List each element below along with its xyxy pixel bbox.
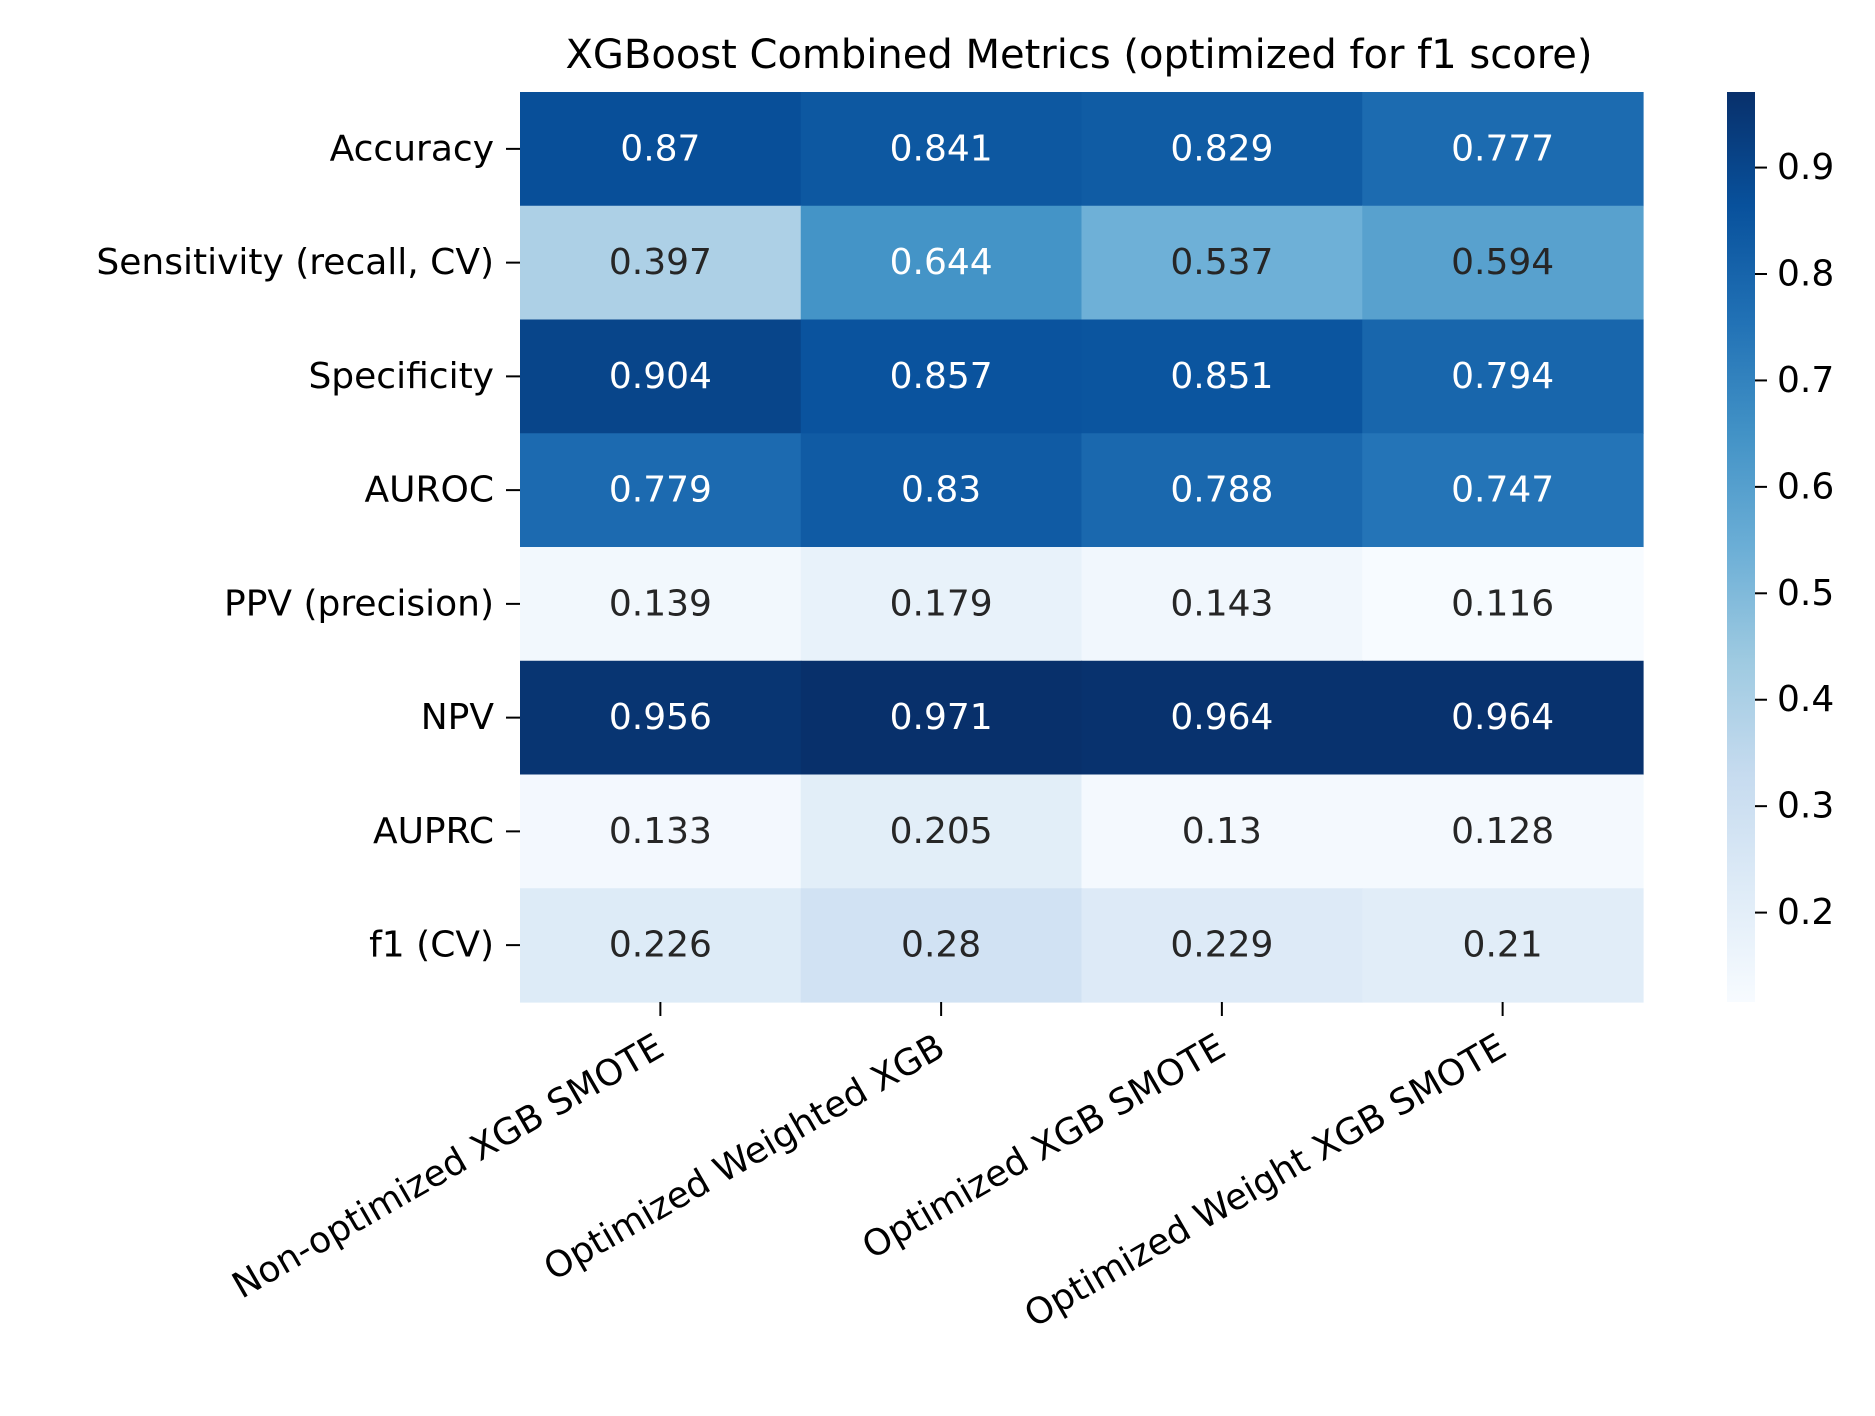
cell-value-label: 0.644 bbox=[890, 242, 993, 283]
colorbar-tick-label: 0.9 bbox=[1777, 147, 1834, 188]
cell-value-label: 0.83 bbox=[901, 470, 981, 511]
colorbar-tick-label: 0.5 bbox=[1777, 573, 1834, 614]
cell-value-label: 0.139 bbox=[609, 583, 712, 624]
heatmap-cell bbox=[1081, 547, 1363, 662]
heatmap-cells: 0.87 0.841 0.829 0.777 0.397 0.644 0.537 0.594 0… bbox=[520, 92, 1644, 1003]
heatmap-cell bbox=[520, 547, 802, 662]
row-label: Sensitivity (recall, CV) bbox=[96, 242, 494, 283]
colorbar-gradient bbox=[1727, 92, 1755, 1002]
cell-value-label: 0.21 bbox=[1463, 925, 1543, 966]
heatmap-cell bbox=[520, 319, 802, 434]
cell-value-label: 0.229 bbox=[1170, 925, 1273, 966]
cell-value-label: 0.128 bbox=[1451, 811, 1554, 852]
heatmap-cell bbox=[800, 319, 1083, 434]
cell-value-label: 0.537 bbox=[1170, 242, 1273, 283]
cell-value-label: 0.779 bbox=[609, 470, 712, 511]
row-label: Accuracy bbox=[330, 128, 494, 169]
colorbar-tick-label: 0.3 bbox=[1777, 786, 1834, 827]
heatmap-cell bbox=[520, 92, 802, 207]
row-label: f1 (CV) bbox=[369, 925, 494, 966]
cell-value-label: 0.904 bbox=[609, 356, 712, 397]
heatmap-cell bbox=[800, 660, 1083, 776]
heatmap-cell bbox=[800, 888, 1083, 1003]
cell-value-label: 0.841 bbox=[890, 128, 993, 169]
cell-value-label: 0.133 bbox=[609, 811, 712, 852]
heatmap-cell bbox=[800, 433, 1083, 548]
cell-value-label: 0.143 bbox=[1170, 583, 1273, 624]
row-label: AUPRC bbox=[373, 811, 494, 852]
cell-value-label: 0.116 bbox=[1451, 583, 1554, 624]
heatmap-cell bbox=[1081, 319, 1363, 434]
row-label: Specificity bbox=[308, 356, 494, 397]
cell-value-label: 0.794 bbox=[1451, 356, 1554, 397]
heatmap-cell bbox=[520, 433, 802, 548]
colorbar-tick-label: 0.8 bbox=[1777, 254, 1834, 295]
heatmap-cell bbox=[800, 547, 1083, 662]
cell-value-label: 0.851 bbox=[1170, 356, 1273, 397]
cell-value-label: 0.964 bbox=[1451, 697, 1554, 738]
cell-value-label: 0.594 bbox=[1451, 242, 1554, 283]
heatmap-cell bbox=[1081, 92, 1363, 207]
colorbar-tick-label: 0.4 bbox=[1777, 679, 1834, 720]
colorbar: 0.2 0.3 0.4 0.5 0.6 0.7 0.8 0.9 bbox=[1727, 92, 1834, 1002]
heatmap-cell bbox=[800, 774, 1083, 889]
heatmap-cell bbox=[1362, 888, 1644, 1003]
heatmap-cell bbox=[1081, 205, 1363, 321]
heatmap-cell bbox=[800, 92, 1083, 207]
heatmap-cell bbox=[1362, 660, 1644, 776]
cell-value-label: 0.777 bbox=[1451, 128, 1554, 169]
heatmap-cell bbox=[1081, 660, 1363, 776]
heatmap-cell bbox=[1081, 433, 1363, 548]
heatmap-cell bbox=[520, 660, 802, 776]
chart-title: XGBoost Combined Metrics (optimized for … bbox=[566, 32, 1593, 78]
column-label: Optimized Weight XGB SMOTE bbox=[1018, 1026, 1513, 1336]
heatmap-cell bbox=[520, 205, 802, 321]
colorbar-tick-label: 0.2 bbox=[1777, 892, 1834, 933]
cell-value-label: 0.971 bbox=[890, 697, 993, 738]
heatmap-cell bbox=[1081, 888, 1363, 1003]
colorbar-tick-label: 0.6 bbox=[1777, 466, 1834, 507]
colorbar-tick-label: 0.7 bbox=[1777, 360, 1834, 401]
cell-value-label: 0.87 bbox=[620, 128, 700, 169]
heatmap-cell bbox=[520, 774, 802, 889]
heatmap-cell bbox=[1362, 205, 1644, 321]
row-label: AUROC bbox=[365, 470, 494, 511]
heatmap-cell bbox=[1081, 774, 1363, 889]
cell-value-label: 0.205 bbox=[890, 811, 993, 852]
cell-value-label: 0.179 bbox=[890, 583, 993, 624]
heatmap-cell bbox=[520, 888, 802, 1003]
cell-value-label: 0.788 bbox=[1170, 470, 1273, 511]
heatmap-cell bbox=[1362, 319, 1644, 434]
column-label: Non-optimized XGB SMOTE bbox=[226, 1026, 671, 1307]
cell-value-label: 0.956 bbox=[609, 697, 712, 738]
heatmap-cell bbox=[800, 205, 1083, 321]
cell-value-label: 0.28 bbox=[901, 925, 981, 966]
cell-value-label: 0.397 bbox=[609, 242, 712, 283]
heatmap-cell bbox=[1362, 433, 1644, 548]
row-labels: Accuracy Sensitivity (recall, CV) Specific… bbox=[96, 128, 520, 966]
row-label: NPV bbox=[421, 697, 495, 738]
cell-value-label: 0.747 bbox=[1451, 470, 1554, 511]
heatmap-cell bbox=[1362, 774, 1644, 889]
heatmap-cell bbox=[1362, 92, 1644, 207]
cell-value-label: 0.857 bbox=[890, 356, 993, 397]
row-label: PPV (precision) bbox=[224, 583, 494, 624]
cell-value-label: 0.829 bbox=[1170, 128, 1273, 169]
cell-value-label: 0.964 bbox=[1170, 697, 1273, 738]
heatmap-cell bbox=[1362, 547, 1644, 662]
cell-value-label: 0.13 bbox=[1182, 811, 1262, 852]
cell-value-label: 0.226 bbox=[609, 925, 712, 966]
